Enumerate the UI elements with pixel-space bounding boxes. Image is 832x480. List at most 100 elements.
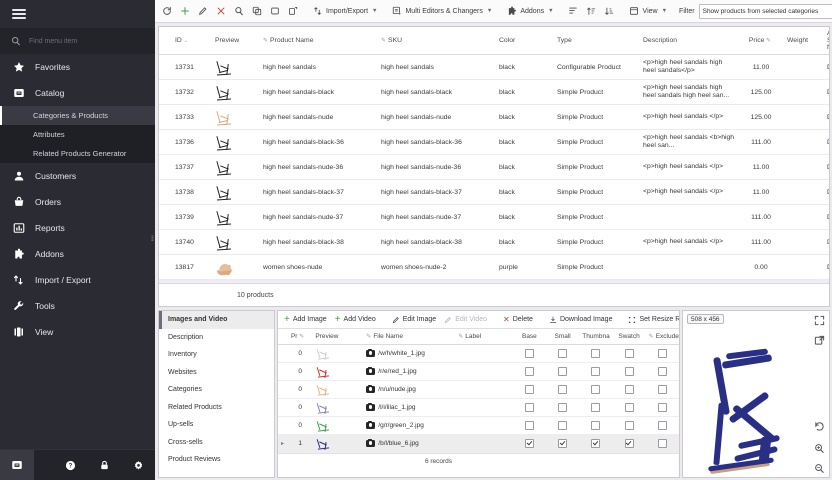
cell-base[interactable]: [512, 416, 547, 435]
col-header-preview[interactable]: Preview: [211, 27, 259, 55]
list-item[interactable]: 0 /r/e/red_1.jpg: [278, 362, 679, 381]
tab-categories[interactable]: Categories: [168, 386, 202, 394]
small-checkbox[interactable]: [558, 439, 568, 448]
table-row[interactable]: 13737 high heel sandals-nude-36 high hee…: [159, 154, 829, 180]
thumbnail-checkbox[interactable]: [591, 421, 601, 430]
small-checkbox[interactable]: [558, 385, 568, 394]
sort-ascending-button[interactable]: [583, 3, 600, 20]
lock-icon[interactable]: [87, 450, 121, 480]
refresh-button[interactable]: [158, 3, 175, 20]
table-row[interactable]: 13739 high heel sandals-nude-37 high hee…: [159, 204, 829, 230]
thumbnail-checkbox[interactable]: [591, 385, 601, 394]
table-row[interactable]: 13733 high heel sandals-nude high heel s…: [159, 104, 829, 130]
cell-exclude[interactable]: [645, 380, 679, 399]
base-checkbox[interactable]: [524, 439, 534, 448]
thumbnail-checkbox[interactable]: [591, 439, 601, 448]
thumbnail-checkbox[interactable]: [591, 349, 601, 358]
cell-base[interactable]: [512, 380, 547, 399]
cell-swatch[interactable]: [612, 416, 646, 435]
list-item[interactable]: 0 /w/h/white_1.jpg: [278, 344, 679, 363]
cell-small[interactable]: [546, 416, 580, 435]
thumbnail-checkbox[interactable]: [591, 403, 601, 412]
sidebar-item-catalog[interactable]: Catalog: [0, 80, 155, 106]
sidebar-search[interactable]: Find menu item: [0, 28, 155, 54]
list-item[interactable]: 0 /g/r/green_2.jpg: [278, 416, 679, 435]
col-header-swatch[interactable]: Swatch: [612, 329, 646, 345]
tab-cross-sells[interactable]: Cross-sells: [168, 438, 203, 446]
sidebar-item-view[interactable]: View: [0, 319, 155, 345]
swatch-checkbox[interactable]: [624, 403, 634, 412]
col-header-preview[interactable]: Preview: [312, 329, 364, 345]
panel-splitter-handle[interactable]: ⁞⁞: [151, 235, 154, 243]
archive-icon[interactable]: [0, 450, 34, 480]
sidebar-item-import-export[interactable]: Import / Export: [0, 267, 155, 293]
zoom-in-icon[interactable]: [814, 443, 825, 454]
exclude-checkbox[interactable]: [657, 349, 667, 358]
view-menu[interactable]: View ▼: [626, 3, 671, 20]
sidebar-item-favorites[interactable]: Favorites: [0, 54, 155, 80]
tab-product-reviews[interactable]: Product Reviews: [168, 456, 221, 464]
cell-small[interactable]: [546, 362, 580, 381]
exclude-checkbox[interactable]: [657, 367, 667, 376]
sidebar-item-orders[interactable]: Orders: [0, 189, 155, 215]
col-header-sku[interactable]: ✎ SKU: [377, 27, 495, 55]
add-video-button[interactable]: + Add Video: [334, 313, 376, 325]
list-item[interactable]: 0 /l/i/lilac_1.jpg: [278, 398, 679, 417]
col-header-file-name[interactable]: ✎ File Name: [363, 329, 444, 345]
sort-descending-button[interactable]: [601, 3, 618, 20]
import-export-menu[interactable]: Import/Export ▼: [309, 3, 380, 20]
rotate-icon[interactable]: [814, 421, 825, 432]
thumbnail-checkbox[interactable]: [591, 367, 601, 376]
copy-button[interactable]: [248, 3, 265, 20]
col-header-pr[interactable]: Pr ✎: [287, 329, 313, 345]
col-header-attribute-set[interactable]: Attribute Set Name: [823, 27, 829, 55]
zoom-out-icon[interactable]: [814, 463, 825, 474]
cell-small[interactable]: [546, 398, 580, 417]
delete-image-button[interactable]: ✕ Delete: [503, 314, 533, 324]
download-image-button[interactable]: Download Image: [546, 313, 616, 327]
col-header-base[interactable]: Base: [512, 329, 547, 345]
cell-small[interactable]: [546, 434, 580, 453]
col-header-small[interactable]: Small: [546, 329, 580, 345]
sidebar-item-reports[interactable]: Reports: [0, 215, 155, 241]
small-checkbox[interactable]: [558, 403, 568, 412]
swatch-checkbox[interactable]: [624, 367, 634, 376]
list-item[interactable]: ▸ 1 /b/l/blue_6.jpg: [278, 434, 679, 453]
cell-thumbnail-flag[interactable]: [579, 362, 613, 381]
cell-exclude[interactable]: [645, 344, 679, 363]
col-header-price[interactable]: Price ✎: [739, 27, 783, 55]
cell-thumbnail-flag[interactable]: [579, 416, 613, 435]
table-row[interactable]: 13732 high heel sandals-black high heel …: [159, 79, 829, 105]
new-window-button[interactable]: [266, 3, 283, 20]
cell-small[interactable]: [546, 380, 580, 399]
cell-thumbnail-flag[interactable]: [579, 434, 613, 453]
cell-thumbnail-flag[interactable]: [579, 380, 613, 399]
cell-exclude[interactable]: [645, 416, 679, 435]
sidebar-item-attributes[interactable]: Attributes: [0, 125, 155, 144]
tab-related-products[interactable]: Related Products: [168, 403, 222, 411]
cell-swatch[interactable]: [612, 362, 646, 381]
col-header-thumbnail[interactable]: Thumbna: [579, 329, 613, 345]
col-header-type[interactable]: Type: [553, 27, 639, 55]
sidebar-item-addons[interactable]: Addons: [0, 241, 155, 267]
list-item[interactable]: 0 /n/u/nude.jpg: [278, 380, 679, 399]
table-row[interactable]: ▸ 13931 new High Heels Sandals High Geel…: [159, 279, 829, 283]
open-external-icon[interactable]: [814, 335, 825, 346]
col-header-id[interactable]: ID ⌄: [171, 27, 211, 55]
small-checkbox[interactable]: [558, 421, 568, 430]
cell-thumbnail-flag[interactable]: [579, 398, 613, 417]
edit-button[interactable]: [194, 3, 211, 20]
table-row[interactable]: 13736 high heel sandals-black-36 high he…: [159, 129, 829, 155]
grid-search-button[interactable]: [230, 3, 247, 20]
cell-exclude[interactable]: [645, 362, 679, 381]
base-checkbox[interactable]: [524, 367, 534, 376]
tab-description[interactable]: Description: [168, 333, 204, 341]
swatch-checkbox[interactable]: [624, 421, 634, 430]
filter-select[interactable]: Show products from selected categories ▼: [698, 3, 832, 19]
cell-base[interactable]: [512, 434, 547, 453]
duplicate-button[interactable]: [284, 3, 301, 20]
small-checkbox[interactable]: [558, 349, 568, 358]
cell-small[interactable]: [546, 344, 580, 363]
hamburger-menu-button[interactable]: [0, 0, 155, 28]
fullscreen-icon[interactable]: [814, 315, 825, 326]
